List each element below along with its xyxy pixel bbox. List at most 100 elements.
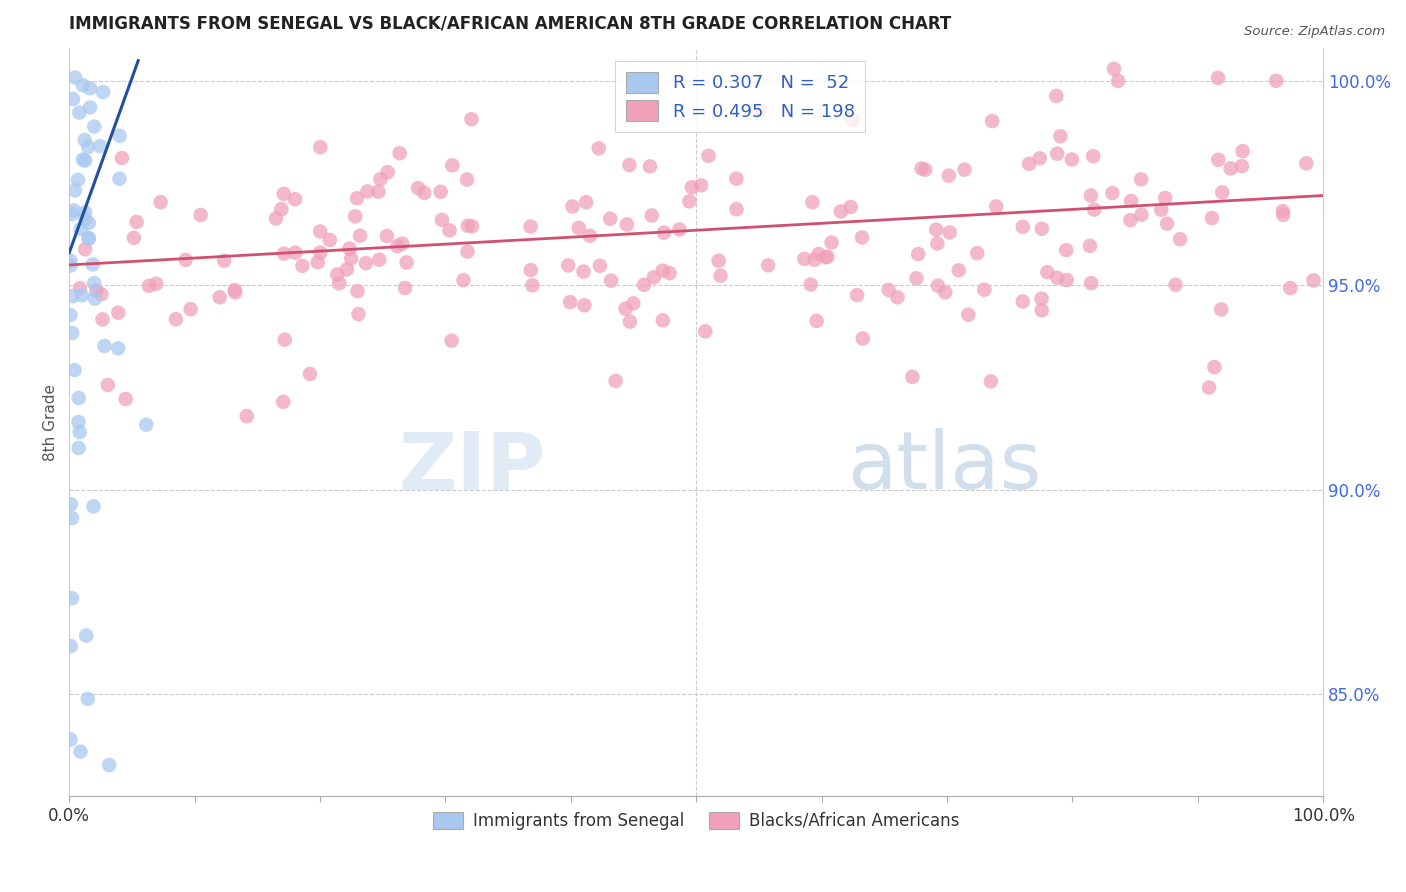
Point (208, 290, 231, 304)
Point (97, 378, 120, 392)
Point (83, 120, 105, 134)
Point (114, 392, 136, 406)
Point (638, 160, 661, 174)
Point (599, 211, 621, 226)
Point (60, 207, 83, 221)
Point (709, 268, 731, 283)
Point (460, 112, 482, 127)
Point (145, 277, 167, 291)
Point (1279, 281, 1302, 295)
Point (387, 239, 409, 253)
Point (852, 331, 875, 345)
Point (522, 278, 544, 293)
Point (135, 417, 157, 432)
Point (224, 283, 246, 297)
Point (1011, 219, 1033, 234)
Point (807, 247, 830, 261)
Point (340, 252, 363, 266)
Point (1036, 265, 1059, 279)
Point (643, 270, 665, 285)
Point (59, 259, 82, 273)
Point (62, 92, 84, 106)
Point (63, 183, 86, 197)
Point (122, 231, 145, 245)
Point (1049, 129, 1071, 144)
Point (67, 415, 90, 429)
Point (73, 133, 96, 147)
Point (1080, 188, 1102, 202)
Point (948, 263, 970, 277)
Point (651, 313, 673, 327)
Point (453, 273, 475, 287)
Point (82, 500, 104, 514)
Point (76, 691, 98, 706)
Point (668, 222, 690, 236)
Point (1031, 303, 1053, 318)
Point (748, 103, 770, 118)
Point (63, 70, 86, 85)
Point (707, 253, 730, 268)
Point (901, 369, 924, 384)
Point (914, 162, 936, 177)
Point (60, 591, 83, 606)
Point (69, 222, 91, 236)
Point (957, 308, 980, 322)
Point (1206, 153, 1229, 167)
Point (907, 247, 929, 261)
Point (67, 105, 90, 120)
Point (725, 171, 748, 186)
Point (274, 333, 297, 347)
Point (877, 283, 900, 297)
Point (1101, 186, 1123, 200)
Point (619, 315, 641, 329)
Point (1078, 239, 1101, 253)
Point (108, 171, 131, 186)
Point (1201, 211, 1223, 225)
Point (817, 250, 839, 264)
Point (271, 394, 294, 409)
Point (934, 285, 956, 300)
Point (600, 274, 623, 288)
Point (309, 225, 332, 239)
Point (651, 263, 673, 277)
Point (1232, 144, 1254, 158)
Point (391, 236, 413, 251)
Point (800, 277, 823, 292)
Point (605, 374, 627, 388)
Point (839, 200, 862, 214)
Point (69, 745, 91, 759)
Point (77, 232, 100, 246)
Point (77, 140, 100, 154)
Point (572, 264, 595, 278)
Point (75, 211, 97, 226)
Point (70, 288, 93, 302)
Point (621, 296, 644, 310)
Point (368, 252, 391, 267)
Point (1046, 146, 1069, 161)
Point (1154, 191, 1177, 205)
Point (212, 253, 235, 268)
Point (439, 223, 461, 237)
Point (291, 259, 314, 273)
Point (224, 285, 246, 300)
Point (1211, 186, 1233, 200)
Point (83, 292, 105, 306)
Point (619, 158, 641, 172)
Point (307, 255, 329, 269)
Point (1119, 213, 1142, 227)
Point (588, 141, 610, 155)
Point (461, 219, 484, 234)
Point (842, 113, 865, 128)
Point (1083, 149, 1105, 163)
Point (75, 629, 97, 643)
Point (75, 153, 97, 168)
Point (910, 161, 932, 176)
Point (1204, 360, 1226, 375)
Point (1272, 208, 1295, 222)
Point (725, 202, 748, 217)
Point (69, 425, 91, 439)
Point (905, 271, 928, 285)
Point (319, 233, 342, 247)
Point (1295, 156, 1317, 170)
Point (814, 250, 837, 264)
